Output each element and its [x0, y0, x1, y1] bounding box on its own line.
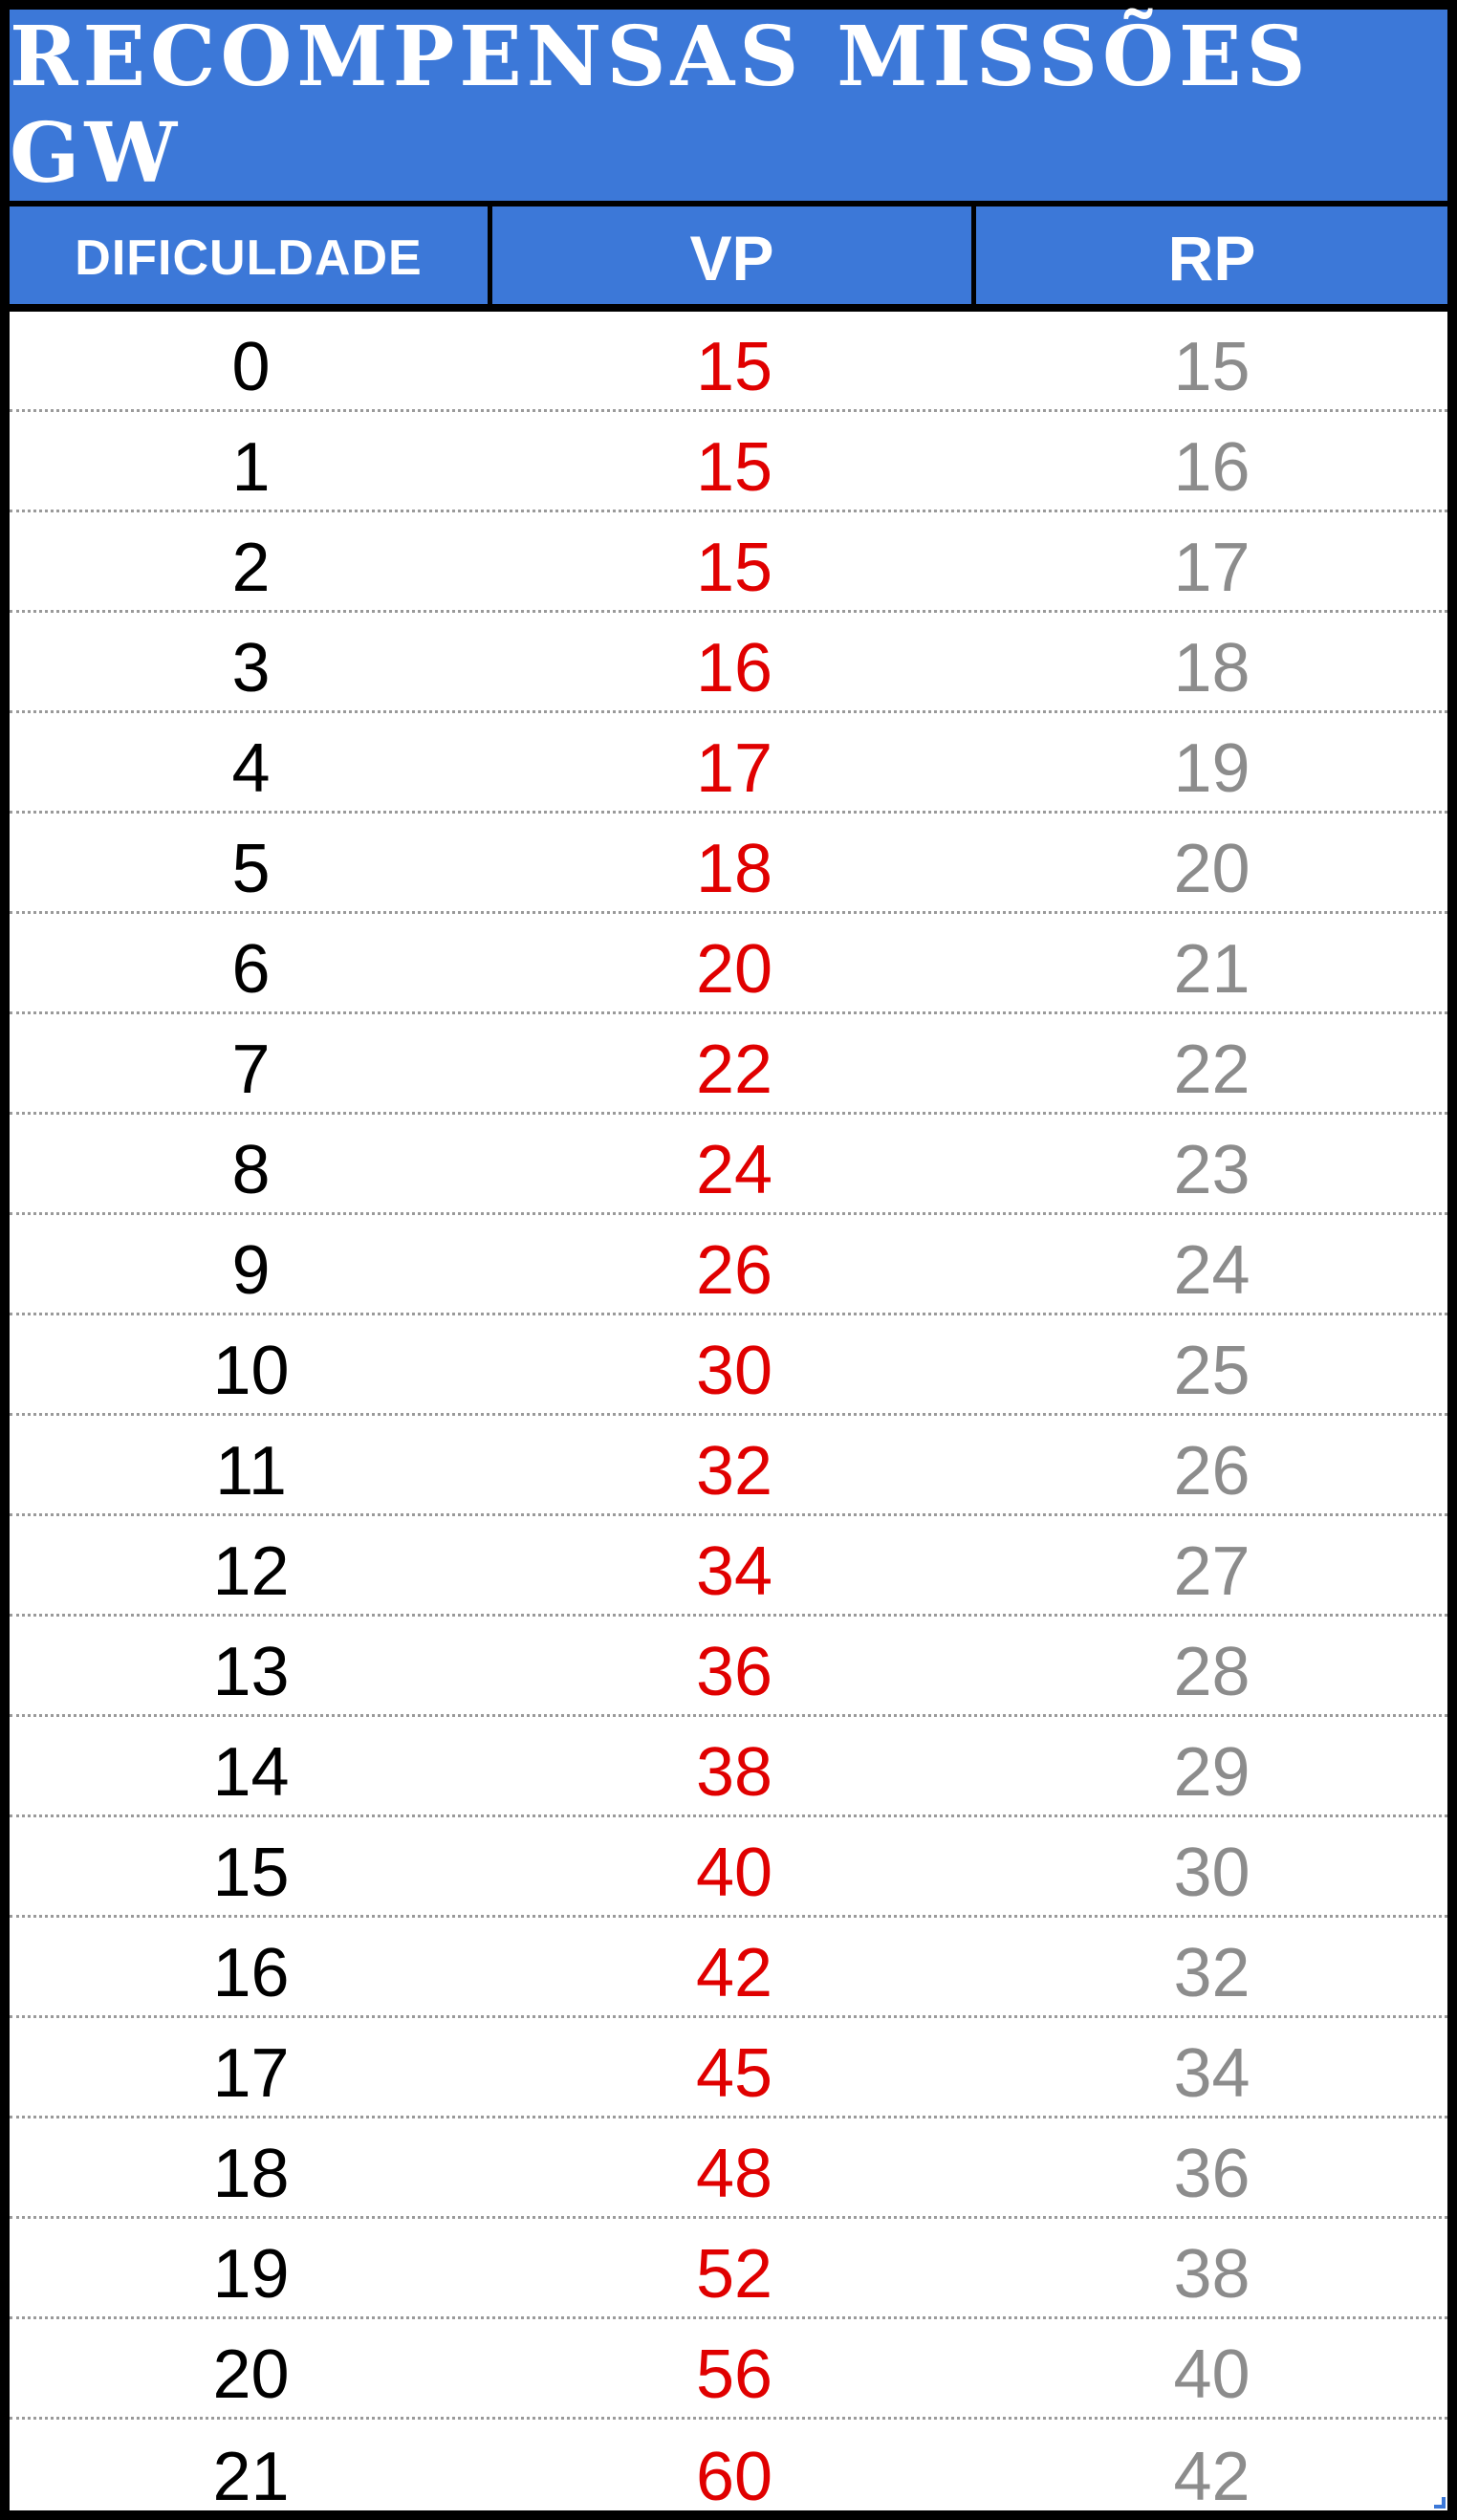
difficulty-cell: 5 — [231, 831, 271, 907]
rp-cell: 28 — [1173, 1634, 1250, 1710]
table-row: 5 18 20 — [10, 814, 1447, 914]
rp-cell: 25 — [1173, 1333, 1250, 1409]
difficulty-cell: 16 — [212, 1935, 290, 2011]
vp-cell: 22 — [695, 1032, 773, 1108]
vp-cell: 15 — [695, 429, 773, 506]
difficulty-cell: 11 — [215, 1433, 287, 1510]
vp-cell: 34 — [695, 1533, 773, 1610]
vp-cell: 42 — [695, 1935, 773, 2011]
rp-cell: 18 — [1173, 630, 1250, 706]
vp-cell: 60 — [695, 2438, 773, 2515]
table-row: 17 45 34 — [10, 2018, 1447, 2118]
vp-cell: 24 — [695, 1132, 773, 1208]
table-row: 14 38 29 — [10, 1717, 1447, 1817]
difficulty-cell: 8 — [231, 1132, 271, 1208]
rp-cell: 23 — [1173, 1132, 1250, 1208]
difficulty-cell: 4 — [231, 730, 271, 807]
rp-cell: 30 — [1173, 1835, 1250, 1911]
table-row: 1 15 16 — [10, 412, 1447, 512]
rp-cell: 36 — [1173, 2136, 1250, 2212]
table-body: 0 15 15 1 15 16 2 15 17 3 16 18 4 17 19 5 18 20 6 20 21 7 22 22… — [10, 312, 1447, 2520]
difficulty-cell: 19 — [212, 2236, 290, 2313]
header-rp: RP — [971, 206, 1447, 304]
table-row: 20 56 40 — [10, 2319, 1447, 2420]
table-row: 3 16 18 — [10, 613, 1447, 713]
table-row: 11 32 26 — [10, 1416, 1447, 1516]
rp-cell: 27 — [1173, 1533, 1250, 1610]
rp-cell: 26 — [1173, 1433, 1250, 1510]
rp-cell: 40 — [1173, 2336, 1250, 2413]
header-row: DIFICULDADE VP RP — [10, 206, 1447, 304]
table-row: 6 20 21 — [10, 914, 1447, 1014]
table-row: 15 40 30 — [10, 1817, 1447, 1918]
difficulty-cell: 3 — [231, 630, 271, 706]
vp-cell: 15 — [695, 329, 773, 405]
rp-cell: 21 — [1173, 931, 1250, 1008]
rp-cell: 16 — [1173, 429, 1250, 506]
difficulty-cell: 0 — [231, 329, 271, 405]
vp-cell: 30 — [695, 1333, 773, 1409]
table-row: 2 15 17 — [10, 512, 1447, 613]
vp-cell: 17 — [695, 730, 773, 807]
vp-cell: 16 — [695, 630, 773, 706]
difficulty-cell: 9 — [231, 1232, 271, 1309]
resize-handle-icon — [1434, 2497, 1446, 2509]
vp-cell: 40 — [695, 1835, 773, 1911]
difficulty-cell: 14 — [212, 1734, 290, 1811]
table-row: 0 15 15 — [10, 312, 1447, 412]
difficulty-cell: 20 — [212, 2336, 290, 2413]
vp-cell: 18 — [695, 831, 773, 907]
table-row: 21 60 42 — [10, 2420, 1447, 2520]
rp-cell: 42 — [1173, 2438, 1250, 2515]
difficulty-cell: 15 — [212, 1835, 290, 1911]
table-row: 7 22 22 — [10, 1014, 1447, 1115]
rp-cell: 29 — [1173, 1734, 1250, 1811]
difficulty-cell: 10 — [212, 1333, 290, 1409]
table-row: 19 52 38 — [10, 2219, 1447, 2319]
vp-cell: 20 — [695, 931, 773, 1008]
vp-cell: 48 — [695, 2136, 773, 2212]
header-divider — [10, 304, 1447, 312]
table-row: 13 36 28 — [10, 1617, 1447, 1717]
difficulty-cell: 2 — [231, 530, 271, 606]
difficulty-cell: 1 — [231, 429, 271, 506]
vp-cell: 15 — [695, 530, 773, 606]
table-title: RECOMPENSAS MISSÕES GW — [10, 9, 1447, 202]
table-row: 18 48 36 — [10, 2118, 1447, 2219]
table-row: 16 42 32 — [10, 1918, 1447, 2018]
vp-cell: 36 — [695, 1634, 773, 1710]
table-row: 12 34 27 — [10, 1516, 1447, 1617]
rp-cell: 24 — [1173, 1232, 1250, 1309]
difficulty-cell: 18 — [212, 2136, 290, 2212]
rp-cell: 22 — [1173, 1032, 1250, 1108]
rp-cell: 34 — [1173, 2035, 1250, 2112]
difficulty-cell: 13 — [212, 1634, 290, 1710]
rp-cell: 17 — [1173, 530, 1250, 606]
title-divider — [10, 201, 1447, 206]
table-row: 8 24 23 — [10, 1115, 1447, 1215]
header-vp: VP — [488, 206, 971, 304]
difficulty-cell: 7 — [231, 1032, 271, 1108]
vp-cell: 56 — [695, 2336, 773, 2413]
rp-cell: 38 — [1173, 2236, 1250, 2313]
table-row: 9 26 24 — [10, 1215, 1447, 1315]
rp-cell: 15 — [1173, 329, 1250, 405]
vp-cell: 52 — [695, 2236, 773, 2313]
table-row: 10 30 25 — [10, 1315, 1447, 1416]
header-difficulty: DIFICULDADE — [75, 230, 423, 286]
difficulty-cell: 21 — [212, 2438, 290, 2515]
difficulty-cell: 17 — [212, 2035, 290, 2112]
table-row: 4 17 19 — [10, 713, 1447, 814]
vp-cell: 38 — [695, 1734, 773, 1811]
rp-cell: 32 — [1173, 1935, 1250, 2011]
vp-cell: 45 — [695, 2035, 773, 2112]
difficulty-cell: 6 — [231, 931, 271, 1008]
difficulty-cell: 12 — [212, 1533, 290, 1610]
rp-cell: 19 — [1173, 730, 1250, 807]
rp-cell: 20 — [1173, 831, 1250, 907]
vp-cell: 26 — [695, 1232, 773, 1309]
vp-cell: 32 — [695, 1433, 773, 1510]
